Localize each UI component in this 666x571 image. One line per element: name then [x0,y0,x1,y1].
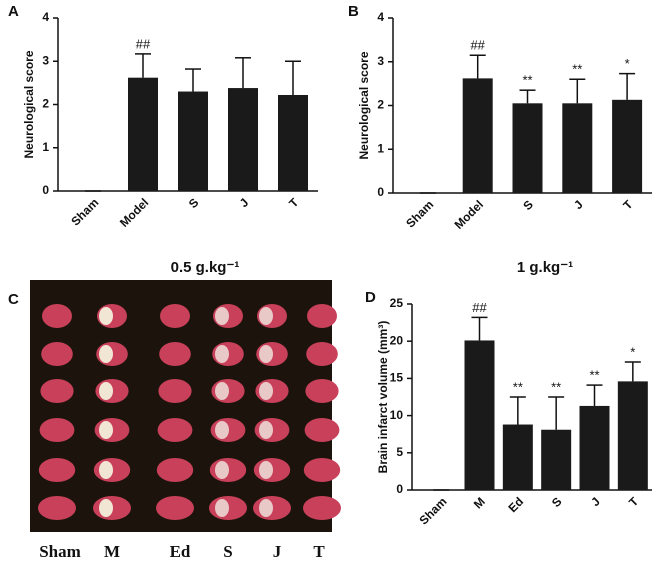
infarct [215,461,229,479]
significance-label: ## [472,300,487,315]
y-tick-label: 5 [396,445,403,459]
bar [541,429,572,490]
photo-label: M [104,542,120,561]
brain-slice [156,496,194,520]
infarct [215,421,229,439]
significance-label: ## [470,38,485,53]
panel-label: A [8,3,19,20]
brain-slice [156,458,194,482]
bar [512,103,543,193]
infarct [215,499,229,517]
brain-slice [304,418,340,442]
brain-slice [305,379,339,403]
photo-label: Ed [170,542,191,561]
y-axis-title: Brain infarct volume (mm³) [376,321,390,474]
brain-slice [159,342,191,366]
infarct [259,421,273,439]
infarct [99,307,113,325]
significance-label: ** [572,62,582,77]
panel-label: D [365,289,376,306]
photo-label: T [313,542,325,561]
y-tick-label: 2 [377,98,384,112]
y-axis-title: Neurological score [357,51,371,159]
significance-label: * [630,344,635,359]
brain-slice [42,304,72,328]
y-tick-label: 20 [390,333,404,347]
infarct [215,307,229,325]
infarct [99,461,113,479]
brain-slice [38,458,76,482]
bar [178,91,208,191]
photo-label: J [273,542,282,561]
y-tick-label: 3 [377,54,384,68]
y-tick-label: 4 [377,10,384,24]
y-tick-label: 25 [390,296,404,310]
bar [228,88,258,191]
photo-label: S [223,542,232,561]
bar [462,78,493,193]
significance-label: ** [513,379,523,394]
y-tick-label: 15 [390,371,404,385]
brain-slice [38,496,76,520]
brain-slice [40,379,74,403]
brain-slice [303,496,341,520]
brain-slice [307,304,337,328]
infarct [259,499,273,517]
significance-label: * [625,56,630,71]
infarct [99,499,113,517]
significance-label: ** [589,368,599,383]
bar [579,405,610,490]
y-tick-label: 2 [42,97,49,111]
brain-slice [41,342,73,366]
significance-label: ## [136,36,151,51]
bar [128,77,158,191]
y-tick-label: 0 [42,183,49,197]
brain-slice [158,379,192,403]
x-axis-title: 1 g.kg⁻¹ [517,259,573,276]
y-tick-label: 4 [42,10,49,24]
y-tick-label: 1 [42,140,49,154]
y-tick-label: 10 [390,408,404,422]
infarct [99,382,113,400]
bar [617,381,648,490]
infarct [259,461,273,479]
significance-label: ** [551,379,561,394]
y-tick-label: 0 [377,185,384,199]
photo-label: Sham [39,542,81,561]
infarct [215,382,229,400]
infarct [259,382,273,400]
y-tick-label: 1 [377,141,384,155]
y-axis-title: Neurological score [22,50,36,158]
panel-label: B [348,3,359,20]
brain-slice [306,342,338,366]
bar [562,103,593,193]
significance-label: ** [522,73,532,88]
brain-slice [303,458,341,482]
infarct [99,345,113,363]
y-tick-label: 0 [396,482,403,496]
infarct [215,345,229,363]
infarct [259,345,273,363]
x-axis-title: 0.5 g.kg⁻¹ [171,259,240,276]
infarct [259,307,273,325]
panel-label: C [8,291,19,308]
brain-slice [39,418,75,442]
bar [464,340,495,490]
brain-slice [157,418,193,442]
photo-panel [30,280,341,532]
infarct [99,421,113,439]
bar [278,94,308,191]
bar [502,424,533,490]
y-tick-label: 3 [42,53,49,67]
brain-slice [160,304,190,328]
bar [612,99,643,193]
